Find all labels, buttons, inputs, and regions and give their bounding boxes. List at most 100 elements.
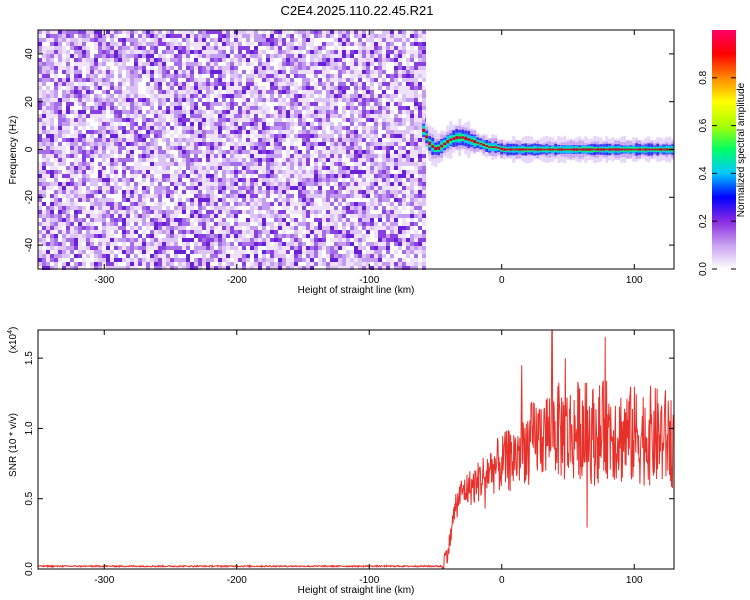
- spectrogram-cell: [54, 170, 58, 174]
- spectrogram-cell: [254, 142, 258, 146]
- spectrogram-cell: [322, 166, 326, 170]
- spectrogram-cell: [398, 166, 402, 170]
- spectrogram-cell: [42, 242, 46, 246]
- spectrogram-cell: [282, 186, 286, 190]
- spectrogram-cell: [190, 250, 194, 254]
- spectrogram-cell: [210, 194, 214, 198]
- spectrogram-cell: [422, 182, 426, 186]
- spectrogram-cell: [162, 226, 166, 230]
- spectrogram-cell: [150, 38, 154, 42]
- spectrogram-cell: [210, 154, 214, 158]
- spectrogram-cell: [362, 62, 366, 66]
- spectrogram-cell: [166, 258, 170, 262]
- spectrogram-cell: [130, 178, 134, 182]
- spectrogram-cell: [182, 262, 186, 266]
- spectrogram-cell: [174, 254, 178, 258]
- spectrogram-cell: [306, 146, 310, 150]
- spectrogram-cell: [70, 258, 74, 262]
- spectrogram-cell: [362, 122, 366, 126]
- spectrogram-cell: [142, 134, 146, 138]
- spectrogram-cell: [362, 154, 366, 158]
- spectrogram-cell: [210, 186, 214, 190]
- spectrogram-cell: [106, 34, 110, 38]
- spectrogram-cell: [374, 262, 378, 266]
- spectrogram-cell: [150, 106, 154, 110]
- spectrogram-cell: [322, 214, 326, 218]
- spectrogram-cell: [334, 250, 338, 254]
- spectrogram-cell: [262, 142, 266, 146]
- spectrogram-cell: [74, 190, 78, 194]
- spectrogram-cell: [342, 94, 346, 98]
- spectrogram-cell: [374, 178, 378, 182]
- spectrogram-cell: [186, 42, 190, 46]
- spectrogram-cell: [278, 242, 282, 246]
- spectrogram-cell: [230, 46, 234, 50]
- spectrogram-cell: [134, 46, 138, 50]
- spectrogram-cell: [250, 50, 254, 54]
- spectrogram-cell: [178, 114, 182, 118]
- spectrogram-cell: [194, 114, 198, 118]
- spectrogram-cell: [370, 146, 374, 150]
- spectrogram-cell: [266, 250, 270, 254]
- spectrogram-cell: [406, 90, 410, 94]
- spectrogram-cell: [150, 58, 154, 62]
- spectrogram-cell: [158, 86, 162, 90]
- spectrogram-cell: [198, 106, 202, 110]
- spectrogram-cell: [58, 242, 62, 246]
- spectrogram-cell: [86, 38, 90, 42]
- spectrogram-cell: [370, 118, 374, 122]
- spectrogram-cell: [186, 242, 190, 246]
- spectrogram-cell: [230, 86, 234, 90]
- spectrogram-cell: [398, 62, 402, 66]
- spectrogram-cell: [230, 122, 234, 126]
- spectrogram-cell: [250, 238, 254, 242]
- spectrogram-cell: [122, 102, 126, 106]
- spectrogram-cell: [322, 182, 326, 186]
- spectrogram-cell: [350, 94, 354, 98]
- spectrogram-cell: [38, 102, 42, 106]
- spectrogram-cell: [422, 170, 426, 174]
- spectrogram-cell: [62, 186, 66, 190]
- spectrogram-cell: [422, 214, 426, 218]
- spectrogram-cell: [382, 166, 386, 170]
- spectrogram-cell: [106, 266, 110, 270]
- spectrogram-cell: [338, 230, 342, 234]
- spectrogram-cell: [258, 266, 262, 270]
- spectrogram-cell: [262, 102, 266, 106]
- spectrogram-cell: [270, 226, 274, 230]
- spectrogram-cell: [378, 82, 382, 86]
- spectrogram-cell: [250, 174, 254, 178]
- spectrogram-cell: [346, 266, 350, 270]
- spectrogram-cell: [254, 106, 258, 110]
- spectrogram-cell: [202, 202, 206, 206]
- spectrogram-cell: [294, 186, 298, 190]
- spectrogram-cell: [358, 186, 362, 190]
- spectrogram-cell: [98, 254, 102, 258]
- spectrogram-cell: [82, 86, 86, 90]
- spectrogram-cell: [66, 230, 70, 234]
- spectrogram-cell: [126, 262, 130, 266]
- spectrogram-cell: [178, 122, 182, 126]
- spectrogram-cell: [326, 98, 330, 102]
- spectrogram-cell: [366, 110, 370, 114]
- spectrogram-cell: [90, 170, 94, 174]
- spectrogram-cell: [66, 214, 70, 218]
- spectrogram-cell: [58, 210, 62, 214]
- spectrogram-cell: [414, 86, 418, 90]
- spectrogram-cell: [286, 158, 290, 162]
- spectrogram-cell: [414, 182, 418, 186]
- spectrogram-cell: [302, 130, 306, 134]
- spectrogram-cell: [138, 126, 142, 130]
- spectrogram-cell: [194, 182, 198, 186]
- spectrogram-cell: [94, 226, 98, 230]
- spectrogram-cell: [162, 246, 166, 250]
- spectrogram-cell: [250, 202, 254, 206]
- spectrogram-cell: [62, 254, 66, 258]
- spectrogram-cell: [282, 250, 286, 254]
- spectrogram-cell: [250, 54, 254, 58]
- spectrogram-cell: [102, 238, 106, 242]
- spectrogram-cell: [306, 266, 310, 270]
- spectrogram-cell: [390, 46, 394, 50]
- spectrogram-cell: [314, 190, 318, 194]
- spectrogram-cell: [250, 210, 254, 214]
